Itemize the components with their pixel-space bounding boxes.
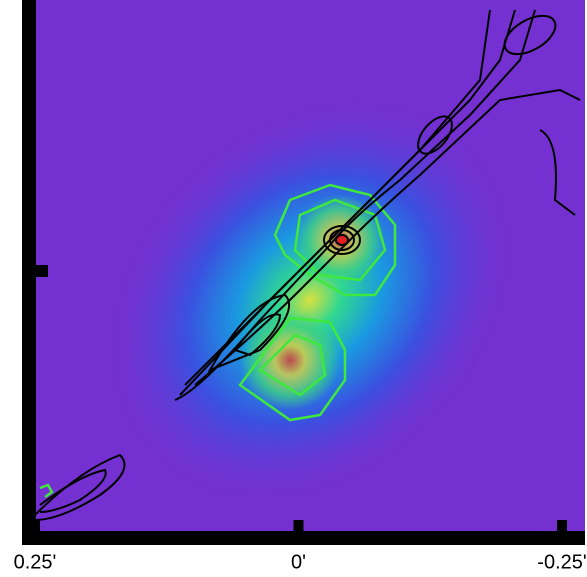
x-tick: [557, 520, 567, 534]
x-tick-label: 0.25': [14, 551, 57, 573]
x-tick-label: 0': [291, 551, 306, 573]
y-tick: [22, 265, 48, 277]
x-tick: [293, 520, 304, 534]
x-tick: [30, 520, 40, 534]
x-tick-label: -0.25': [537, 551, 586, 573]
image: [33, 0, 585, 532]
bottom-axis: [22, 531, 585, 545]
